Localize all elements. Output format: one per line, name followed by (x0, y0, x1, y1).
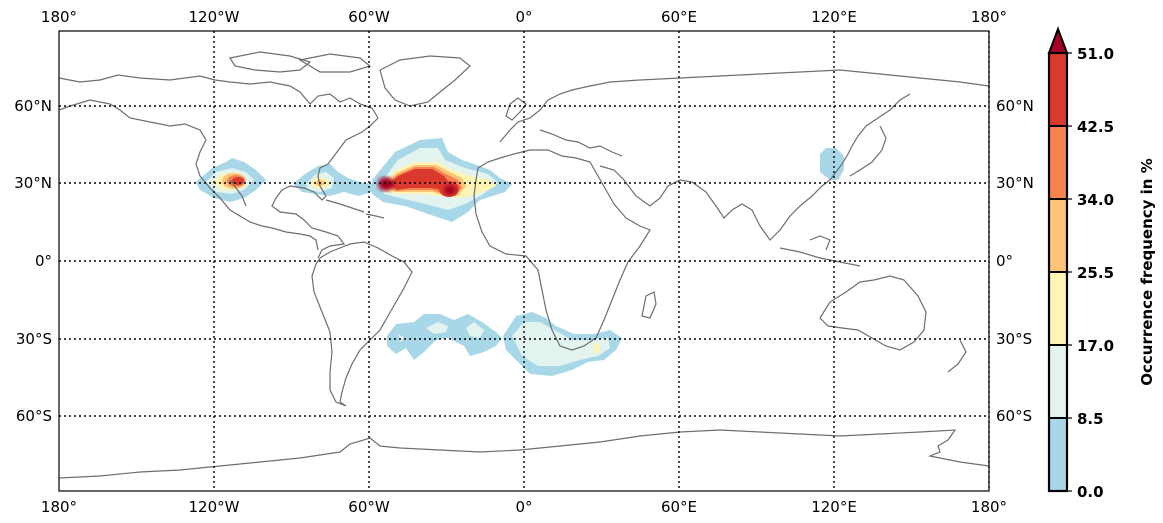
colorbar-tick: 34.0 (1077, 191, 1114, 209)
region-south-atlantic-band-1b (466, 322, 484, 338)
y-tick-right: 60°S (996, 407, 1032, 425)
x-tick-bottom: 0° (515, 498, 532, 516)
heatmap-layer (196, 138, 844, 376)
y-ticks-left: 60°N 30°N 0° 30°S 60°S (14, 97, 52, 425)
x-tick-top: 120°W (189, 8, 240, 26)
colorbar-segment (1049, 272, 1067, 345)
region-atlantic-band-5 (389, 169, 450, 190)
colorbar-segment (1049, 345, 1067, 418)
y-ticks-right: 60°N 30°N 0° 30°S 60°S (996, 97, 1034, 425)
x-tick-top: 60°W (348, 8, 390, 26)
region-south-atlantic-band-1c (398, 334, 404, 342)
colorbar-tick: 25.5 (1077, 264, 1114, 282)
y-tick-right: 60°N (996, 97, 1034, 115)
y-tick-left: 60°S (16, 407, 52, 425)
x-ticks-top: 180° 120°W 60°W 0° 60°E 120°E 180° (41, 8, 1007, 26)
colorbar-tick: 42.5 (1077, 118, 1114, 136)
map-frame (58, 30, 990, 492)
coastlines (59, 51, 989, 479)
x-tick-top: 180° (41, 8, 77, 26)
y-tick-right: 0° (996, 252, 1013, 270)
x-tick-bottom: 60°W (348, 498, 390, 516)
x-ticks-bottom: 180° 120°W 60°W 0° 60°E 120°E 180° (41, 498, 1007, 516)
region-baja-band-5 (232, 177, 244, 185)
colorbar-label: Occurrence frequency in % (1138, 158, 1156, 385)
x-tick-top: 60°E (661, 8, 697, 26)
y-tick-right: 30°S (996, 330, 1032, 348)
x-tick-top: 180° (971, 8, 1007, 26)
y-tick-left: 60°N (14, 97, 52, 115)
x-tick-top: 0° (515, 8, 532, 26)
y-tick-left: 0° (35, 252, 52, 270)
colorbar-segment (1049, 126, 1067, 199)
colorbar-segment (1049, 199, 1067, 272)
x-tick-top: 120°E (811, 8, 857, 26)
x-tick-bottom: 120°E (811, 498, 857, 516)
x-tick-bottom: 120°W (189, 498, 240, 516)
colorbar-tick: 51.0 (1077, 45, 1114, 63)
colorbar-tick: 8.5 (1077, 410, 1104, 428)
region-south-africa-band-1 (512, 322, 610, 366)
colorbar: 0.0 8.5 17.0 25.5 34.0 42.5 51.0 Occurre… (1047, 26, 1156, 501)
x-tick-bottom: 60°E (661, 498, 697, 516)
gridlines (59, 31, 990, 491)
colorbar-segment (1049, 53, 1067, 126)
colorbar-tick: 17.0 (1077, 337, 1114, 355)
x-tick-bottom: 180° (41, 498, 77, 516)
region-atlantic-peak-east (444, 185, 456, 195)
colorbar-tick: 0.0 (1077, 483, 1104, 501)
y-tick-left: 30°S (16, 330, 52, 348)
colorbar-segment (1049, 418, 1067, 491)
region-south-africa-band-2 (594, 342, 600, 354)
y-tick-right: 30°N (996, 174, 1034, 192)
colorbar-extend-arrow (1047, 26, 1069, 54)
region-korea-band-0 (820, 148, 844, 180)
x-tick-bottom: 180° (971, 498, 1007, 516)
y-tick-left: 30°N (14, 174, 52, 192)
region-south-atlantic-band-1 (426, 322, 448, 334)
region-atlantic-peak-west (378, 177, 394, 191)
